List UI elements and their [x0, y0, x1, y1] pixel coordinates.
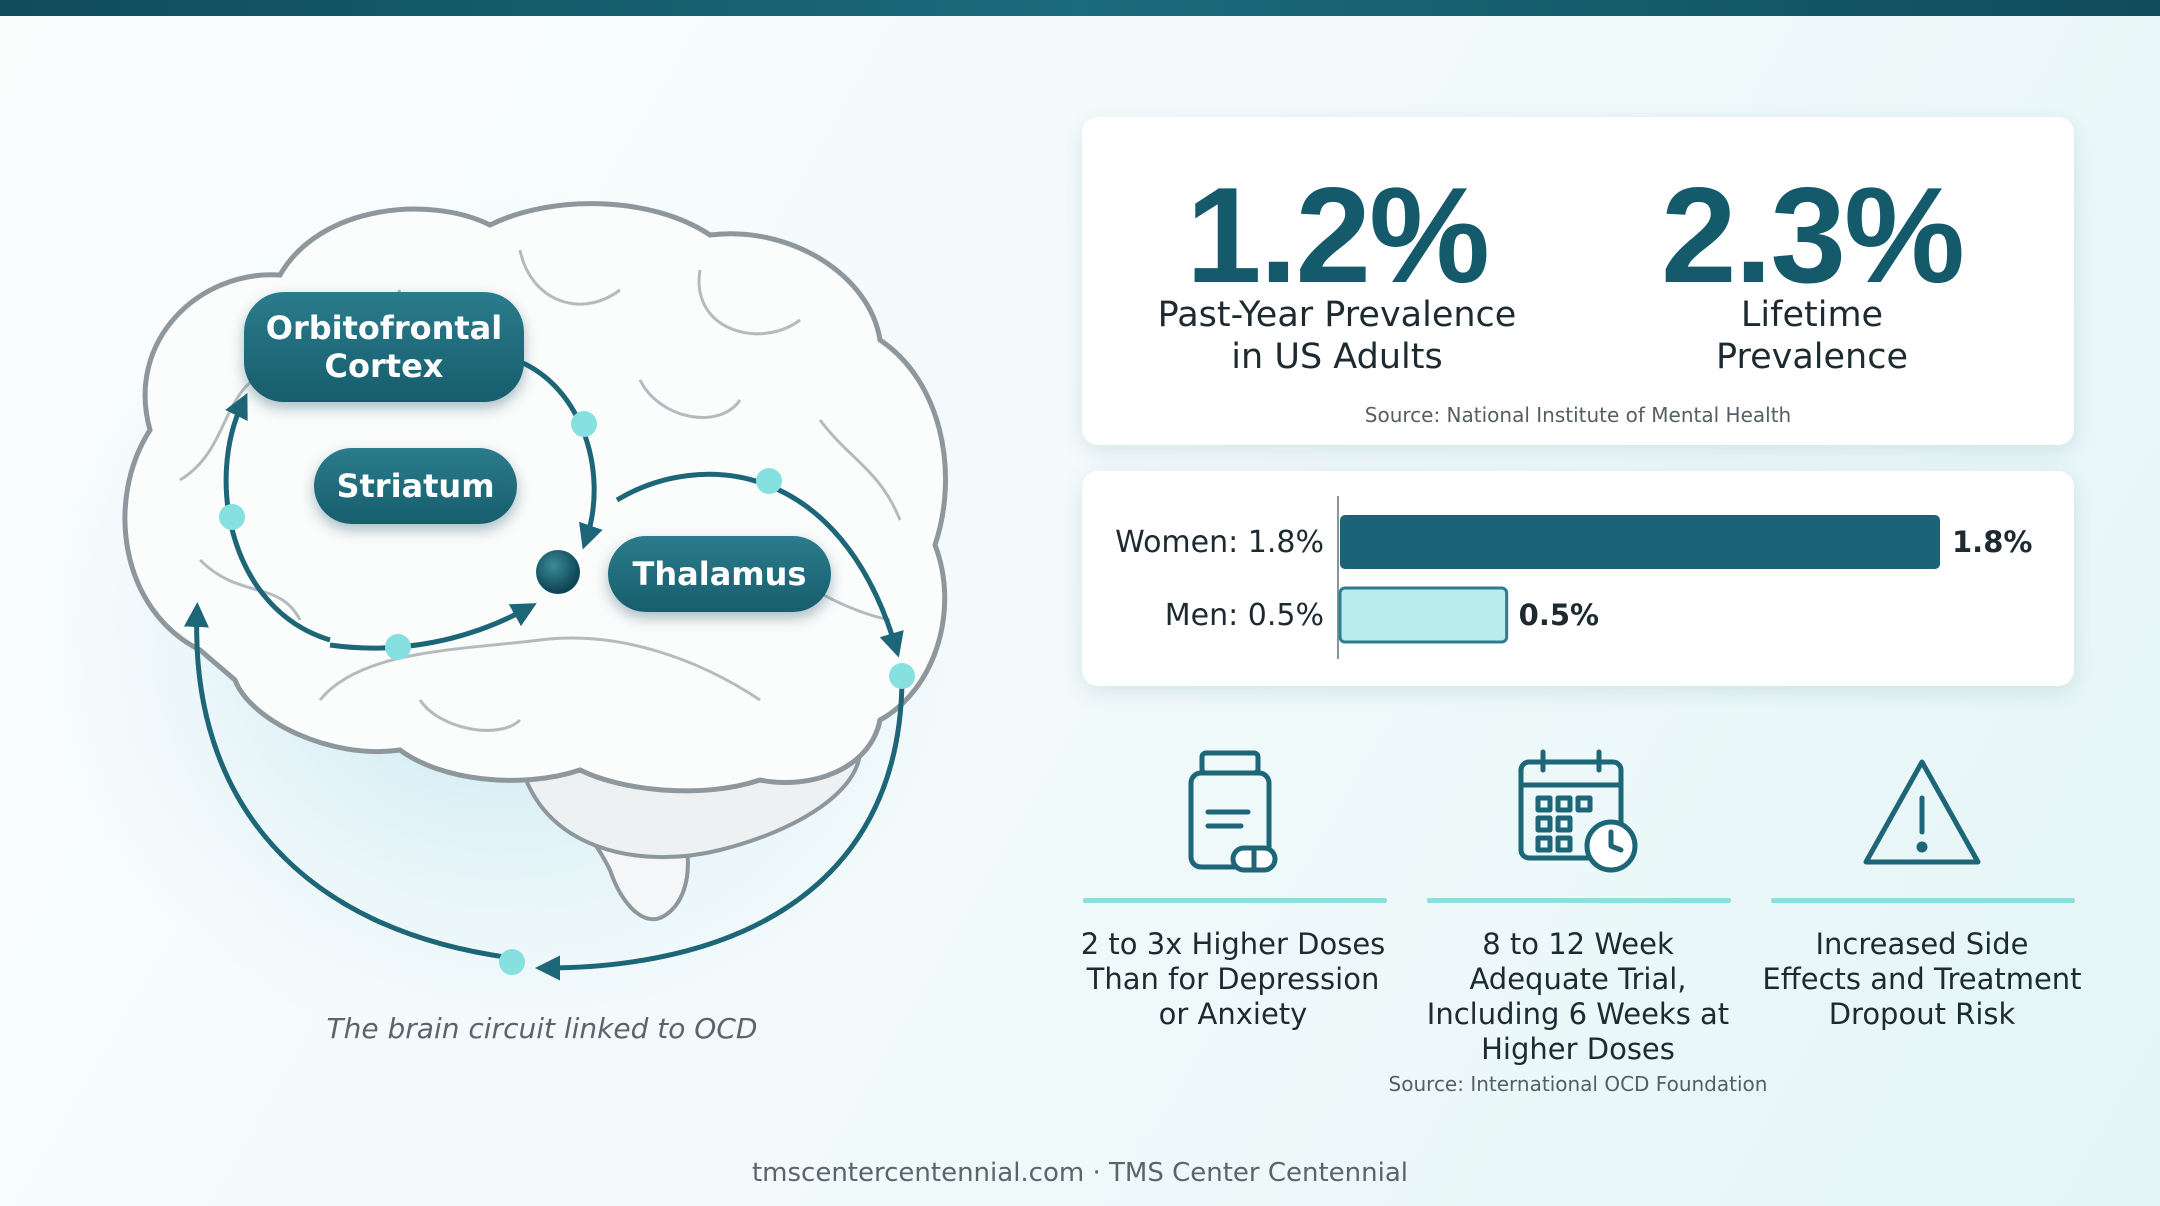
- value-label: 1.8%: [1952, 525, 2032, 559]
- region-label: Striatum: [314, 448, 517, 524]
- circuit-nodes: [219, 411, 915, 975]
- treatment-text: 2 to 3x Higher Doses Than for Depression…: [1080, 927, 1386, 1031]
- brain-illustration: [30, 190, 970, 1050]
- region-label: Thalamus: [608, 536, 831, 612]
- caption: The brain circuit linked to OCD: [326, 1012, 758, 1045]
- source: Source: International OCD Foundation: [1388, 1072, 1768, 1096]
- stat-label: Past-Year Prevalence in US Adults: [1157, 295, 1517, 377]
- separator: [1771, 898, 2075, 903]
- treatment-text: Increased Side Effects and Treatment Dro…: [1762, 927, 2082, 1031]
- warning-icon: [1863, 759, 1981, 865]
- calendar-icon: [1518, 749, 1638, 873]
- separator: [1427, 898, 1731, 903]
- cerebrum: [122, 201, 948, 794]
- bar: [1340, 515, 1940, 569]
- region-label: Orbitofrontal Cortex: [244, 292, 524, 402]
- value-label: 0.5%: [1519, 598, 1599, 632]
- separator: [1083, 898, 1387, 903]
- stat-value: 1.2%: [1186, 159, 1490, 311]
- bar: [1338, 586, 1509, 644]
- category-label: Women: 1.8%: [1115, 525, 1324, 560]
- treatment-text: 8 to 12 Week Adequate Trial, Including 6…: [1426, 927, 1730, 1066]
- stats-card: 1.2% Past-Year Prevalence in US Adults 2…: [1082, 117, 2074, 445]
- source: Source: National Institute of Mental Hea…: [1364, 403, 1792, 427]
- category-label: Men: 0.5%: [1165, 598, 1324, 633]
- footer: tmscentercentennial.com · TMS Center Cen…: [751, 1158, 1409, 1188]
- thalamus-node: [536, 550, 580, 594]
- stat-value: 2.3%: [1661, 159, 1965, 311]
- top-bar: [0, 0, 2160, 16]
- pill-bottle-icon: [1188, 750, 1278, 873]
- bar-chart: Women: 1.8% 1.8% Men: 0.5% 0.5%: [1115, 496, 2032, 659]
- stat-label: Lifetime Prevalence: [1715, 295, 1909, 377]
- bar-card: Women: 1.8% 1.8% Men: 0.5% 0.5%: [1082, 471, 2074, 686]
- treatment-icons: [1188, 749, 1981, 873]
